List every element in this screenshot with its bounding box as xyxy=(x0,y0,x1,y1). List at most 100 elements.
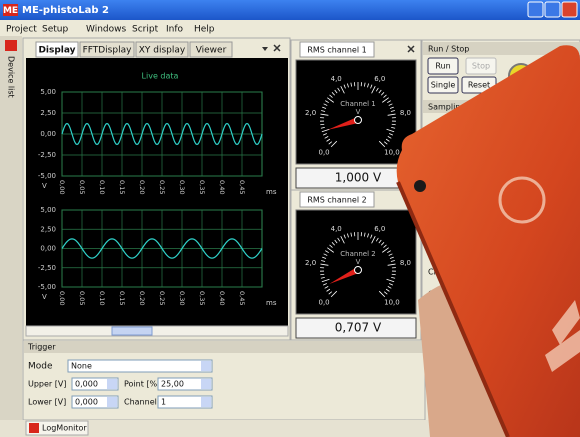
scroll-thumb[interactable] xyxy=(111,326,153,336)
gauge-tick xyxy=(363,82,366,87)
gauge-tick xyxy=(323,253,328,256)
gauge-tick xyxy=(321,110,326,112)
gauge-tick xyxy=(322,283,327,286)
gauge-label: Channel 2 xyxy=(340,250,375,258)
menu-item[interactable]: Project xyxy=(6,25,37,35)
field-value: None xyxy=(71,362,92,371)
gauge-tick xyxy=(378,290,386,298)
gauge-tick-label: 10,0 xyxy=(384,149,400,157)
display-tab[interactable] xyxy=(189,41,233,58)
gauge-tick xyxy=(330,140,338,148)
gauge-tick xyxy=(389,106,394,109)
spin-input[interactable] xyxy=(157,377,213,391)
gauge-tick xyxy=(387,286,392,289)
bottom-tab[interactable] xyxy=(25,420,89,436)
field-arrow[interactable] xyxy=(201,379,211,389)
gauge-tick xyxy=(375,237,379,242)
gauge-tick xyxy=(389,256,394,259)
close-icon[interactable] xyxy=(407,45,415,53)
gauge-tick xyxy=(325,250,329,254)
field-arrow[interactable] xyxy=(201,397,211,407)
gauge-needle xyxy=(327,117,359,130)
gauge-tick xyxy=(383,141,388,145)
bottom-tab-label: LogMonitor xyxy=(42,424,87,433)
x-tick-label: 0,00 xyxy=(58,180,66,194)
gauge-tick xyxy=(320,123,325,126)
button[interactable] xyxy=(427,57,459,75)
device-logo-mark xyxy=(545,300,580,372)
menu-item[interactable]: Info xyxy=(166,25,184,35)
field-value: 25,00 xyxy=(161,380,184,389)
gauge-face xyxy=(295,59,417,165)
close-icon[interactable] xyxy=(273,44,281,52)
gauge-hub xyxy=(354,266,362,274)
y-tick-label: -2,50 xyxy=(38,264,56,272)
menu-item[interactable]: Setup xyxy=(42,25,68,35)
menu-item[interactable]: Help xyxy=(194,25,215,35)
x-tick-label: 0,10 xyxy=(98,291,106,305)
gauge-tick xyxy=(322,133,327,136)
display-tab[interactable] xyxy=(79,41,135,58)
gauge-tick xyxy=(328,141,333,145)
y-tick-label: -2,50 xyxy=(38,151,56,159)
spin-input[interactable] xyxy=(71,377,119,391)
partial-label: Ch xyxy=(428,268,439,277)
plot-area xyxy=(26,58,288,326)
gauge-tick xyxy=(329,94,333,98)
menu-item[interactable]: Windows xyxy=(86,25,126,35)
gauge-tick xyxy=(340,235,345,244)
gauge-tick-label: 4,0 xyxy=(331,225,342,233)
device-strip xyxy=(0,36,22,420)
gauge-tick xyxy=(383,94,387,98)
plot-title: Live data xyxy=(142,72,179,81)
dropdown[interactable] xyxy=(157,395,213,409)
field-label: Point [%] xyxy=(124,380,160,389)
reading: 0,707 V xyxy=(335,321,382,335)
field-arrow[interactable] xyxy=(201,361,211,371)
menu-item[interactable]: Script xyxy=(132,25,159,35)
field-arrow[interactable] xyxy=(107,397,117,407)
display-tab[interactable] xyxy=(135,41,189,58)
gauge-tick-label: 0,0 xyxy=(318,299,329,307)
gauge-tick xyxy=(326,138,331,142)
x-tick-label: 0,05 xyxy=(78,291,86,305)
gauge-tick xyxy=(387,113,396,116)
spin-input[interactable] xyxy=(71,395,119,409)
gauge-tick xyxy=(323,103,328,106)
dropdown[interactable] xyxy=(67,359,213,373)
button[interactable] xyxy=(465,57,497,75)
gauge-tick xyxy=(325,100,329,104)
display-tab[interactable] xyxy=(35,41,79,58)
gauge-tick xyxy=(370,234,373,239)
rms-tab[interactable] xyxy=(299,191,375,208)
gauge-tick xyxy=(387,100,391,104)
gauge-tick xyxy=(329,244,333,248)
gauge-tick xyxy=(367,233,369,238)
x-tick-label: 0,20 xyxy=(138,180,146,194)
gauge-tick xyxy=(347,233,349,238)
x-tick-label: 0,30 xyxy=(178,180,186,194)
gauge-tick xyxy=(387,136,392,139)
rms-tab[interactable] xyxy=(299,41,375,58)
gauge-tick xyxy=(343,234,346,239)
log-icon xyxy=(29,423,39,433)
maximize-button[interactable] xyxy=(544,1,561,18)
gauge-tick xyxy=(391,273,396,276)
gauge-tick xyxy=(331,242,336,246)
gauge-label: Channel 1 xyxy=(340,100,375,108)
field-arrow[interactable] xyxy=(107,379,117,389)
y-tick-label: -5,00 xyxy=(38,283,56,291)
gauge-tick xyxy=(383,244,387,248)
gauge-tick xyxy=(370,84,373,89)
gauge-tick xyxy=(326,288,331,292)
button[interactable] xyxy=(427,76,459,94)
section-title: Sampling xyxy=(428,103,465,112)
device-list-tab[interactable]: Device list xyxy=(7,56,16,98)
gauge-tick xyxy=(334,89,338,94)
close-button[interactable] xyxy=(561,1,578,18)
minimize-button[interactable] xyxy=(527,1,544,18)
gauge-tick xyxy=(331,92,336,96)
menu-bar xyxy=(0,20,580,36)
gauge-tick xyxy=(320,277,325,279)
waveform xyxy=(61,238,263,259)
